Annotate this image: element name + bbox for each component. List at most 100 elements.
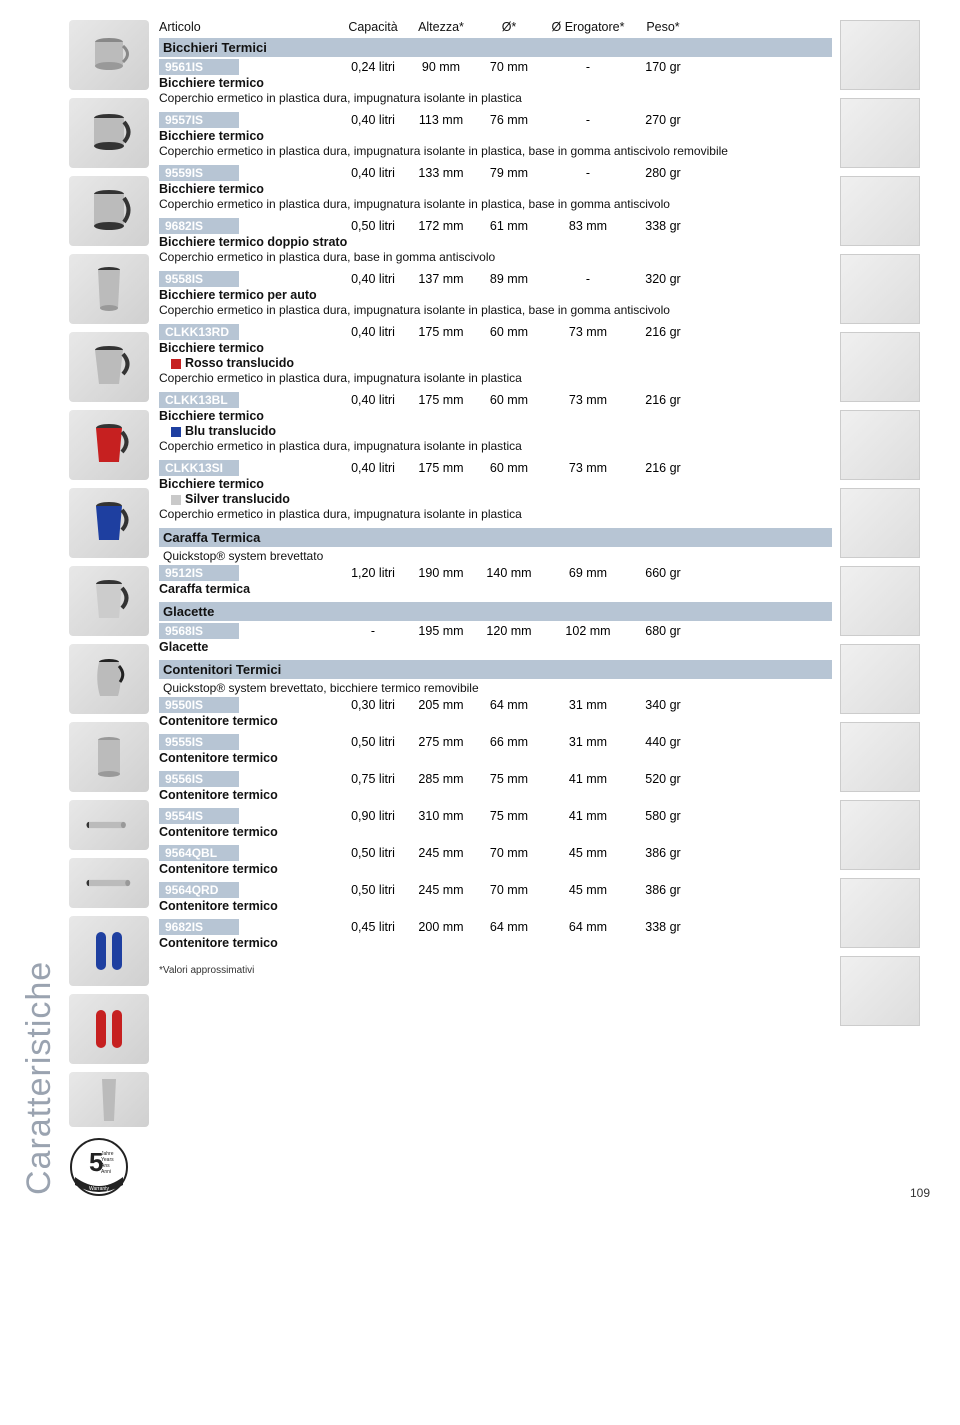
product-diameter: 89 mm xyxy=(475,272,543,286)
product-thumb xyxy=(69,176,149,246)
product-dispenser: 41 mm xyxy=(543,772,633,786)
product-height: 113 mm xyxy=(407,113,475,127)
product-thumb xyxy=(69,1072,149,1127)
product-height: 175 mm xyxy=(407,325,475,339)
product-thumb xyxy=(69,858,149,908)
product-dispenser: 64 mm xyxy=(543,920,633,934)
product-weight: 520 gr xyxy=(633,772,693,786)
product-diameter: 120 mm xyxy=(475,624,543,638)
product-row: 9512IS1,20 litri190 mm140 mm69 mm660 grC… xyxy=(159,565,832,596)
product-row: 9558IS0,40 litri137 mm89 mm-320 grBicchi… xyxy=(159,271,832,318)
product-thumb xyxy=(69,488,149,558)
package-thumb xyxy=(840,98,920,168)
product-diameter: 70 mm xyxy=(475,846,543,860)
product-height: 133 mm xyxy=(407,166,475,180)
section-header: Caraffa Termica xyxy=(159,528,832,547)
product-weight: 338 gr xyxy=(633,219,693,233)
product-weight: 680 gr xyxy=(633,624,693,638)
product-code: 9555IS xyxy=(159,734,239,750)
header-diametro: Ø* xyxy=(475,20,543,34)
product-name: Contenitore termico xyxy=(159,936,832,950)
product-dispenser: 45 mm xyxy=(543,846,633,860)
product-name: Bicchiere termico xyxy=(159,129,832,143)
product-capacity: 0,75 litri xyxy=(339,772,407,786)
footnote: *Valori approssimativi xyxy=(159,965,832,976)
product-diameter: 64 mm xyxy=(475,698,543,712)
product-dispenser: - xyxy=(543,166,633,180)
product-name: Contenitore termico xyxy=(159,751,832,765)
spec-table: Articolo Capacità Altezza* Ø* Ø Erogator… xyxy=(159,20,832,1200)
product-capacity: 0,40 litri xyxy=(339,113,407,127)
product-description: Coperchio ermetico in plastica dura, imp… xyxy=(159,439,832,454)
product-code: 9512IS xyxy=(159,565,239,581)
product-diameter: 75 mm xyxy=(475,772,543,786)
product-dispenser: 69 mm xyxy=(543,566,633,580)
product-capacity: 0,40 litri xyxy=(339,461,407,475)
product-row: 9564QBL0,50 litri245 mm70 mm45 mm386 grC… xyxy=(159,845,832,876)
product-diameter: 60 mm xyxy=(475,325,543,339)
product-diameter: 75 mm xyxy=(475,809,543,823)
product-code: 9554IS xyxy=(159,808,239,824)
product-weight: 320 gr xyxy=(633,272,693,286)
product-row: 9568IS-195 mm120 mm102 mm680 grGlacette xyxy=(159,623,832,654)
product-name: Contenitore termico xyxy=(159,788,832,802)
product-capacity: 0,90 litri xyxy=(339,809,407,823)
product-thumb xyxy=(69,566,149,636)
package-thumb xyxy=(840,410,920,480)
product-code: 9550IS xyxy=(159,697,239,713)
section-subtitle: Quickstop® system brevettato, bicchiere … xyxy=(159,681,832,695)
product-capacity: 0,40 litri xyxy=(339,325,407,339)
product-row: CLKK13RD0,40 litri175 mm60 mm73 mm216 gr… xyxy=(159,324,832,386)
product-name: Glacette xyxy=(159,640,832,654)
product-thumb xyxy=(69,20,149,90)
product-weight: 386 gr xyxy=(633,883,693,897)
product-code: 9682IS xyxy=(159,919,239,935)
product-thumb xyxy=(69,254,149,324)
header-erogatore: Ø Erogatore* xyxy=(543,20,633,34)
product-capacity: 0,50 litri xyxy=(339,735,407,749)
product-dispenser: 102 mm xyxy=(543,624,633,638)
product-name: Bicchiere termico xyxy=(159,341,832,355)
product-capacity: 0,30 litri xyxy=(339,698,407,712)
product-weight: 170 gr xyxy=(633,60,693,74)
section-header: Bicchieri Termici xyxy=(159,38,832,57)
product-dispenser: - xyxy=(543,113,633,127)
product-row: CLKK13BL0,40 litri175 mm60 mm73 mm216 gr… xyxy=(159,392,832,454)
product-row: 9564QRD0,50 litri245 mm70 mm45 mm386 grC… xyxy=(159,882,832,913)
product-dispenser: 31 mm xyxy=(543,698,633,712)
product-row: 9555IS0,50 litri275 mm66 mm31 mm440 grCo… xyxy=(159,734,832,765)
product-description: Coperchio ermetico in plastica dura, imp… xyxy=(159,197,832,212)
product-name: Bicchiere termico xyxy=(159,182,832,196)
product-height: 175 mm xyxy=(407,393,475,407)
product-weight: 386 gr xyxy=(633,846,693,860)
header-capacita: Capacità xyxy=(339,20,407,34)
product-row: 9550IS0,30 litri205 mm64 mm31 mm340 grCo… xyxy=(159,697,832,728)
product-height: 275 mm xyxy=(407,735,475,749)
product-code: 9558IS xyxy=(159,271,239,287)
product-capacity: 0,50 litri xyxy=(339,846,407,860)
product-thumb xyxy=(69,800,149,850)
product-code: 9564QRD xyxy=(159,882,239,898)
product-code: 9568IS xyxy=(159,623,239,639)
product-height: 205 mm xyxy=(407,698,475,712)
header-articolo: Articolo xyxy=(159,20,339,34)
product-code: 9682IS xyxy=(159,218,239,234)
product-dispenser: - xyxy=(543,272,633,286)
product-height: 200 mm xyxy=(407,920,475,934)
right-thumbnails: 109 xyxy=(840,20,930,1200)
product-description: Coperchio ermetico in plastica dura, imp… xyxy=(159,507,832,522)
product-weight: 440 gr xyxy=(633,735,693,749)
product-code: CLKK13BL xyxy=(159,392,239,408)
product-thumb xyxy=(69,332,149,402)
product-name: Bicchiere termico per auto xyxy=(159,288,832,302)
product-capacity: 0,50 litri xyxy=(339,219,407,233)
package-thumb xyxy=(840,254,920,324)
product-capacity: 0,40 litri xyxy=(339,272,407,286)
left-thumbnails: 5 Jahre Years Ans Anni Garantie Warranty xyxy=(69,20,159,1200)
product-diameter: 61 mm xyxy=(475,219,543,233)
product-name: Contenitore termico xyxy=(159,825,832,839)
page-number: 109 xyxy=(840,1186,930,1200)
product-name: Bicchiere termico xyxy=(159,409,832,423)
package-thumb xyxy=(840,800,920,870)
product-thumb xyxy=(69,410,149,480)
